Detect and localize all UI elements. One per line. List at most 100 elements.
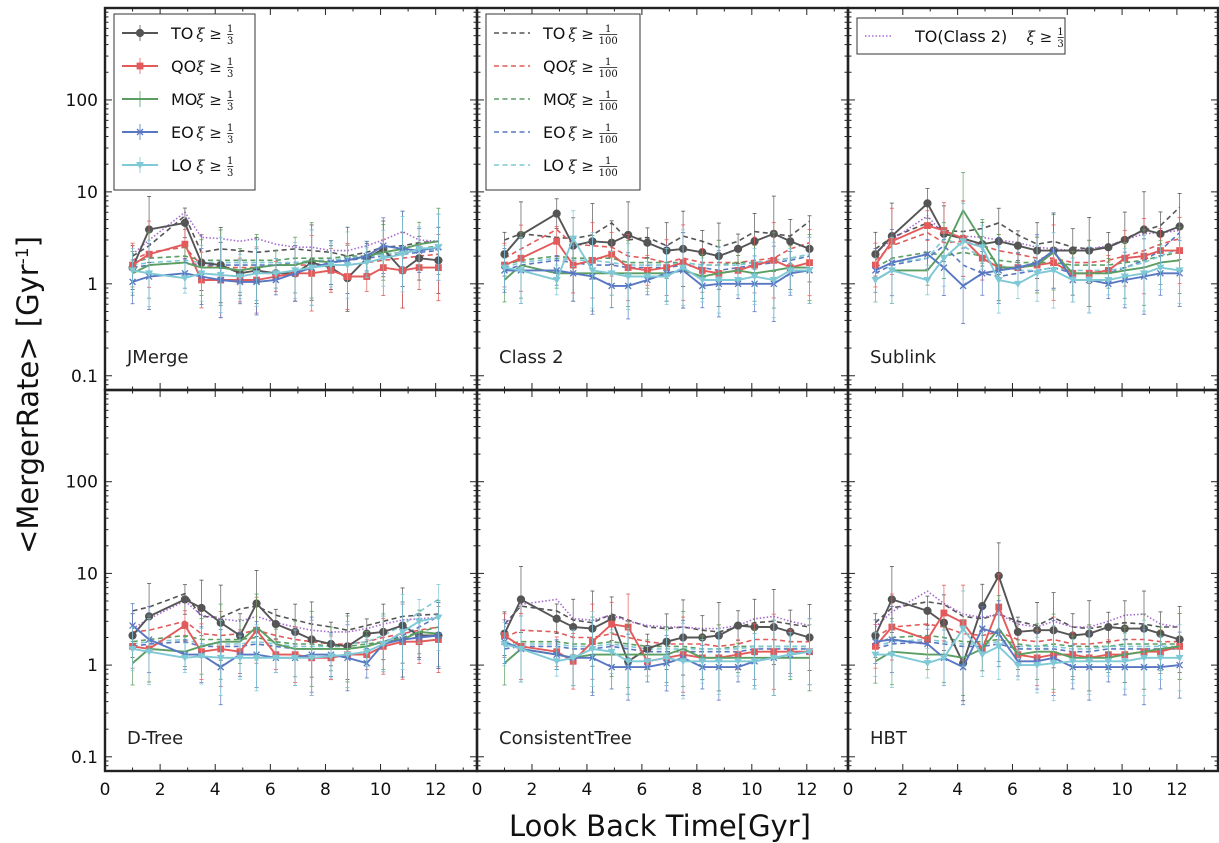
legend-label: LO [171,156,192,175]
legend-xi: ξ ≥ [196,25,222,43]
x-tick-label: 4 [952,780,963,800]
data-point-marker [871,651,880,659]
data-point-marker [180,275,189,283]
legend-marker [136,162,144,169]
x-tick-label: 10 [741,780,763,800]
data-point-marker [552,277,561,285]
data-point-marker [129,622,137,630]
panel-label: Class 2 [499,347,564,368]
data-point-marker [624,273,633,281]
legend-frac-num: 1 [227,123,233,134]
data-point-marker [1104,658,1113,666]
data-point-marker [326,262,335,270]
legend-frac-den: 100 [599,69,618,80]
y-tick-label: 100 [66,91,98,111]
data-point-marker [734,658,743,666]
data-point-marker [1104,243,1113,252]
data-point-marker [569,235,578,243]
series-to-dashed-line [504,220,810,249]
panel-label: ConsistentTree [499,728,632,749]
data-point-marker [271,270,280,278]
data-point-marker [1175,267,1184,275]
data-point-marker [734,277,743,285]
legend-entry-to-class-2: TO(Class 2) ξ ≥ 13 [865,27,1064,50]
data-point-marker [887,267,896,275]
y-tick-label: 0.1 [71,367,98,387]
legend-entry-mo: MOξ ≥ 13 [122,90,233,113]
legend-label: QO [543,57,568,76]
legend-xi: ξ ≥ [568,58,594,76]
data-point-marker [180,595,190,604]
data-point-marker [939,654,948,662]
data-point-marker [343,651,352,659]
panel-label: D-Tree [127,728,183,749]
plot-area [128,195,443,319]
data-point-marker [643,658,652,666]
series-qo-dashed-line [874,623,1180,645]
panel-hbt: 0 2 4 6 8 10 12 HBT [843,388,1219,800]
data-point-marker [924,640,931,648]
legend-frac-num: 1 [605,90,611,101]
data-point-marker [197,653,206,661]
data-point-marker [1013,627,1023,637]
x-tick-label: 0 [472,780,483,800]
data-point-marker [750,658,759,666]
series-qo-dashed [504,228,810,264]
legend-frac-den: 100 [599,102,618,113]
x-tick-label: 10 [370,780,392,800]
data-point-marker [1033,662,1042,670]
y-tick-label: 10 [76,183,98,203]
data-point-marker [924,250,931,258]
series-to-dashed [503,605,810,633]
series-mo-solid-line [874,208,1180,281]
y-tick-label: 100 [66,473,98,493]
data-point-marker [343,262,352,270]
legend-label: MO [171,90,197,109]
data-point-marker [398,628,407,636]
x-tick-label: 0 [100,780,111,800]
data-point-marker [887,651,896,659]
legend-entry-eo: EO ξ ≥ 13 [122,123,233,146]
panel-frame [846,6,1219,392]
data-point-marker [698,658,707,666]
data-point-marker [1156,654,1165,662]
x-tick-label: 8 [691,780,702,800]
legend-xi: ξ ≥ [196,91,222,109]
data-point-marker [271,654,280,662]
legend-frac-num: 1 [605,156,611,167]
plot-area [128,570,443,706]
data-point-marker [959,238,968,246]
x-tick-label: 2 [897,780,908,800]
x-tick-label: 8 [1062,780,1073,800]
panel-frame [103,388,479,773]
panel-frame [846,388,1219,773]
data-point-marker [978,625,986,633]
data-point-marker [236,273,245,281]
legend-frac-num: 1 [227,156,233,167]
legend-frac-den: 100 [599,36,618,47]
data-point-marker [1049,660,1058,668]
series-to-solid [871,542,1184,702]
legend-frac-num: 1 [227,24,233,35]
x-tick-label: 12 [1166,780,1188,800]
data-point-marker [516,595,526,604]
legend-marker [136,62,144,70]
data-point-marker [786,651,795,659]
data-point-marker [552,658,561,666]
data-point-marker [923,606,932,615]
data-point-marker [978,244,987,252]
legend-xi: ξ ≥ [568,157,594,175]
series-to-class2-dotted-line [132,600,439,633]
data-point-marker [1085,658,1094,666]
legend-xi: ξ ≥ [196,58,222,76]
legend-frac-num: 1 [605,123,611,134]
plot-area [500,195,814,322]
data-point-marker [362,259,371,267]
data-point-marker [939,255,948,263]
data-point-marker [236,654,245,662]
